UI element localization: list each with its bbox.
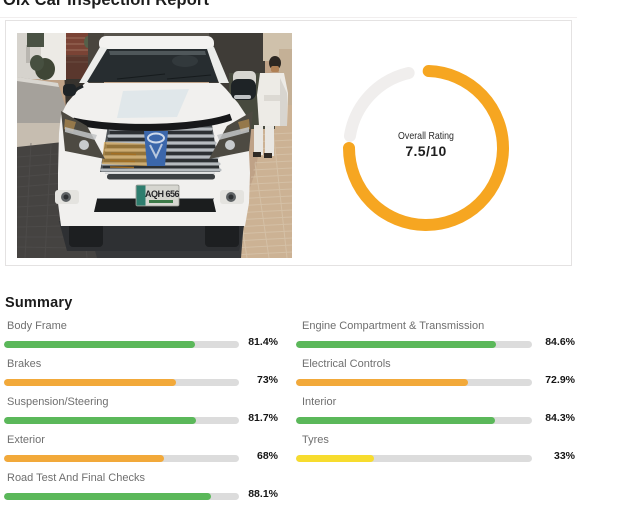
svg-text:AQH 656: AQH 656 [145, 189, 180, 199]
